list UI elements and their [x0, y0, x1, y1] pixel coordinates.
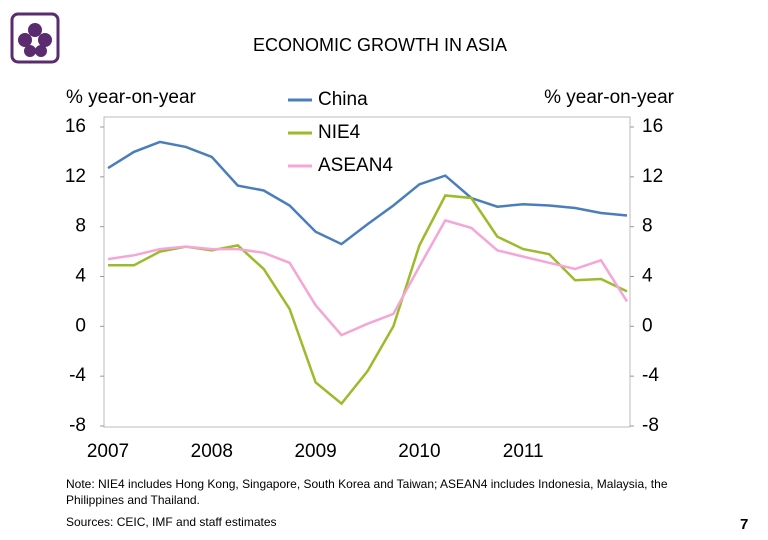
y-tick-label: 16 [65, 116, 86, 137]
legend-label: China [318, 89, 368, 110]
y2-tick-label: 0 [642, 315, 653, 336]
line-series [108, 194, 628, 406]
legend-label: NIE4 [318, 122, 361, 143]
chart: ECONOMIC GROWTH IN ASIA % year-on-year %… [10, 12, 675, 462]
x-tick-label: 2007 [87, 441, 129, 462]
y2-tick-label: 16 [642, 116, 663, 137]
source: Sources: CEIC, IMF and staff estimates [66, 515, 277, 529]
x-tick-label: 2008 [191, 441, 233, 462]
y-tick-label: -8 [69, 415, 86, 436]
y2-tick-label: 4 [642, 266, 653, 287]
y2-tick-label: 8 [642, 216, 653, 237]
logo [10, 12, 60, 64]
x-tick-label: 2011 [503, 441, 544, 462]
line-series [107, 140, 628, 246]
y2-tick-label: -8 [642, 415, 659, 436]
y2-tick-label: 12 [642, 166, 663, 187]
line-series [107, 218, 629, 337]
legend-label: ASEAN4 [318, 155, 393, 176]
y-tick-label: 12 [65, 166, 86, 187]
y-tick-label: 0 [75, 315, 86, 336]
note: Note: NIE4 includes Hong Kong, Singapore… [66, 477, 668, 507]
y-tick-label: -4 [69, 365, 86, 386]
x-tick-label: 2010 [398, 441, 440, 462]
y-tick-label: 4 [75, 266, 86, 287]
page-number: 7 [740, 516, 749, 533]
x-tick-label: 2009 [294, 441, 336, 462]
plot-frame [103, 116, 631, 428]
y2-tick-label: -4 [642, 365, 659, 386]
y-tick-label: 8 [75, 216, 86, 237]
chart-title: ECONOMIC GROWTH IN ASIA [253, 35, 507, 55]
y-axis-label: % year-on-year [66, 87, 197, 108]
y2-axis-label: % year-on-year [544, 87, 675, 108]
